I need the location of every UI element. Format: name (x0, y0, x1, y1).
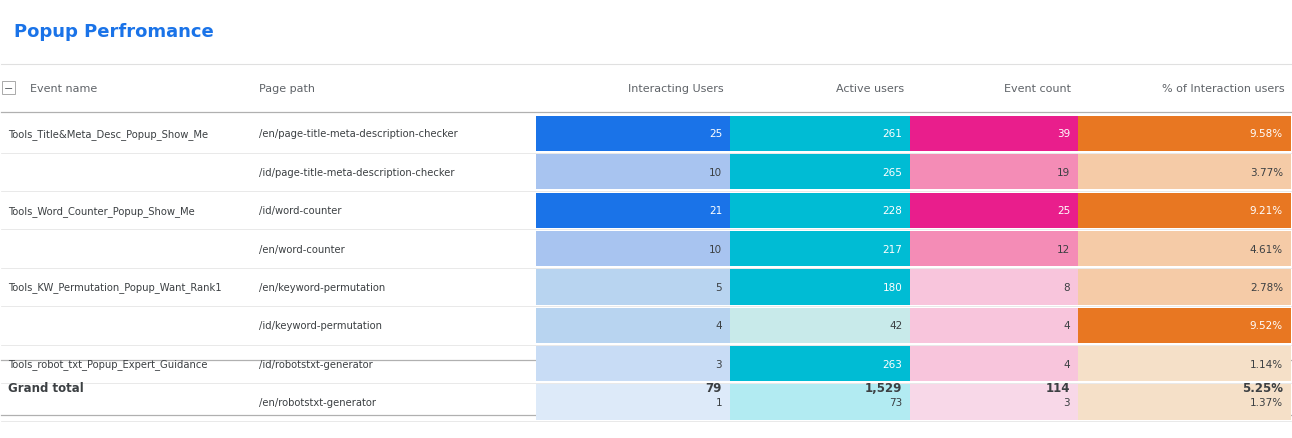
Text: 73: 73 (889, 397, 903, 407)
Text: 5: 5 (716, 283, 722, 292)
Text: 3: 3 (1063, 397, 1070, 407)
Text: Tools_robot_txt_Popup_Expert_Guidance: Tools_robot_txt_Popup_Expert_Guidance (8, 358, 207, 369)
Text: 21: 21 (709, 206, 722, 216)
Text: /id/page-title-meta-description-checker: /id/page-title-meta-description-checker (260, 167, 455, 177)
Text: /en/keyword-permutation: /en/keyword-permutation (260, 283, 385, 292)
Text: Tools_Title&Meta_Desc_Popup_Show_Me: Tools_Title&Meta_Desc_Popup_Show_Me (8, 129, 208, 140)
FancyBboxPatch shape (911, 385, 1078, 420)
Text: 39: 39 (1057, 129, 1070, 139)
Text: 5.25%: 5.25% (1242, 381, 1283, 394)
FancyBboxPatch shape (730, 231, 911, 267)
Text: 228: 228 (882, 206, 903, 216)
Text: 4.61%: 4.61% (1249, 244, 1283, 254)
Text: 79: 79 (705, 381, 722, 394)
FancyBboxPatch shape (536, 155, 730, 190)
Text: 9.58%: 9.58% (1249, 129, 1283, 139)
FancyBboxPatch shape (730, 308, 911, 343)
Text: 4: 4 (716, 321, 722, 331)
Text: 8: 8 (1063, 283, 1070, 292)
FancyBboxPatch shape (1078, 117, 1291, 152)
FancyBboxPatch shape (1078, 155, 1291, 190)
Text: /id/word-counter: /id/word-counter (260, 206, 341, 216)
Text: 263: 263 (882, 359, 903, 369)
Text: Popup Perfromance: Popup Perfromance (14, 23, 214, 41)
Text: /id/keyword-permutation: /id/keyword-permutation (260, 321, 382, 331)
FancyBboxPatch shape (730, 117, 911, 152)
Text: /en/word-counter: /en/word-counter (260, 244, 345, 254)
Text: 180: 180 (882, 283, 903, 292)
Text: 1,529: 1,529 (866, 381, 903, 394)
Text: /en/page-title-meta-description-checker: /en/page-title-meta-description-checker (260, 129, 457, 139)
FancyBboxPatch shape (536, 346, 730, 381)
Text: /id/robotstxt-generator: /id/robotstxt-generator (260, 359, 373, 369)
Text: Page path: Page path (260, 84, 315, 93)
Text: 3: 3 (716, 359, 722, 369)
FancyBboxPatch shape (1078, 231, 1291, 267)
FancyBboxPatch shape (536, 308, 730, 343)
Text: Active users: Active users (836, 84, 904, 93)
Text: 3.77%: 3.77% (1249, 167, 1283, 177)
Text: Grand total: Grand total (8, 381, 84, 394)
FancyBboxPatch shape (1078, 308, 1291, 343)
FancyBboxPatch shape (911, 193, 1078, 228)
FancyBboxPatch shape (536, 385, 730, 420)
FancyBboxPatch shape (911, 346, 1078, 381)
FancyBboxPatch shape (730, 155, 911, 190)
Text: 9.52%: 9.52% (1249, 321, 1283, 331)
FancyBboxPatch shape (911, 231, 1078, 267)
Text: 4: 4 (1063, 359, 1070, 369)
FancyBboxPatch shape (911, 117, 1078, 152)
Text: Event name: Event name (30, 84, 97, 93)
FancyBboxPatch shape (911, 308, 1078, 343)
Text: 1: 1 (716, 397, 722, 407)
Text: Event count: Event count (1004, 84, 1071, 93)
Text: 25: 25 (709, 129, 722, 139)
Text: 114: 114 (1045, 381, 1070, 394)
Text: 217: 217 (882, 244, 903, 254)
FancyBboxPatch shape (1078, 270, 1291, 305)
FancyBboxPatch shape (1078, 193, 1291, 228)
Text: 10: 10 (709, 167, 722, 177)
Text: 10: 10 (709, 244, 722, 254)
FancyBboxPatch shape (730, 385, 911, 420)
Text: 9.21%: 9.21% (1249, 206, 1283, 216)
FancyBboxPatch shape (1078, 346, 1291, 381)
Text: 1.37%: 1.37% (1249, 397, 1283, 407)
FancyBboxPatch shape (730, 193, 911, 228)
FancyBboxPatch shape (1078, 385, 1291, 420)
Text: −: − (4, 84, 13, 93)
FancyBboxPatch shape (536, 117, 730, 152)
Text: 4: 4 (1063, 321, 1070, 331)
Text: /en/robotstxt-generator: /en/robotstxt-generator (260, 397, 376, 407)
Text: Tools_Word_Counter_Popup_Show_Me: Tools_Word_Counter_Popup_Show_Me (8, 205, 195, 216)
FancyBboxPatch shape (730, 270, 911, 305)
Text: 261: 261 (882, 129, 903, 139)
Text: 19: 19 (1057, 167, 1070, 177)
Text: 42: 42 (889, 321, 903, 331)
Text: 12: 12 (1057, 244, 1070, 254)
Text: 265: 265 (882, 167, 903, 177)
Text: 25: 25 (1057, 206, 1070, 216)
FancyBboxPatch shape (536, 193, 730, 228)
FancyBboxPatch shape (536, 270, 730, 305)
Text: Interacting Users: Interacting Users (628, 84, 724, 93)
Text: 2.78%: 2.78% (1249, 283, 1283, 292)
Text: 1.14%: 1.14% (1249, 359, 1283, 369)
FancyBboxPatch shape (911, 155, 1078, 190)
Text: Tools_KW_Permutation_Popup_Want_Rank1: Tools_KW_Permutation_Popup_Want_Rank1 (8, 282, 221, 293)
Text: % of Interaction users: % of Interaction users (1162, 84, 1284, 93)
FancyBboxPatch shape (536, 231, 730, 267)
FancyBboxPatch shape (911, 270, 1078, 305)
FancyBboxPatch shape (730, 346, 911, 381)
